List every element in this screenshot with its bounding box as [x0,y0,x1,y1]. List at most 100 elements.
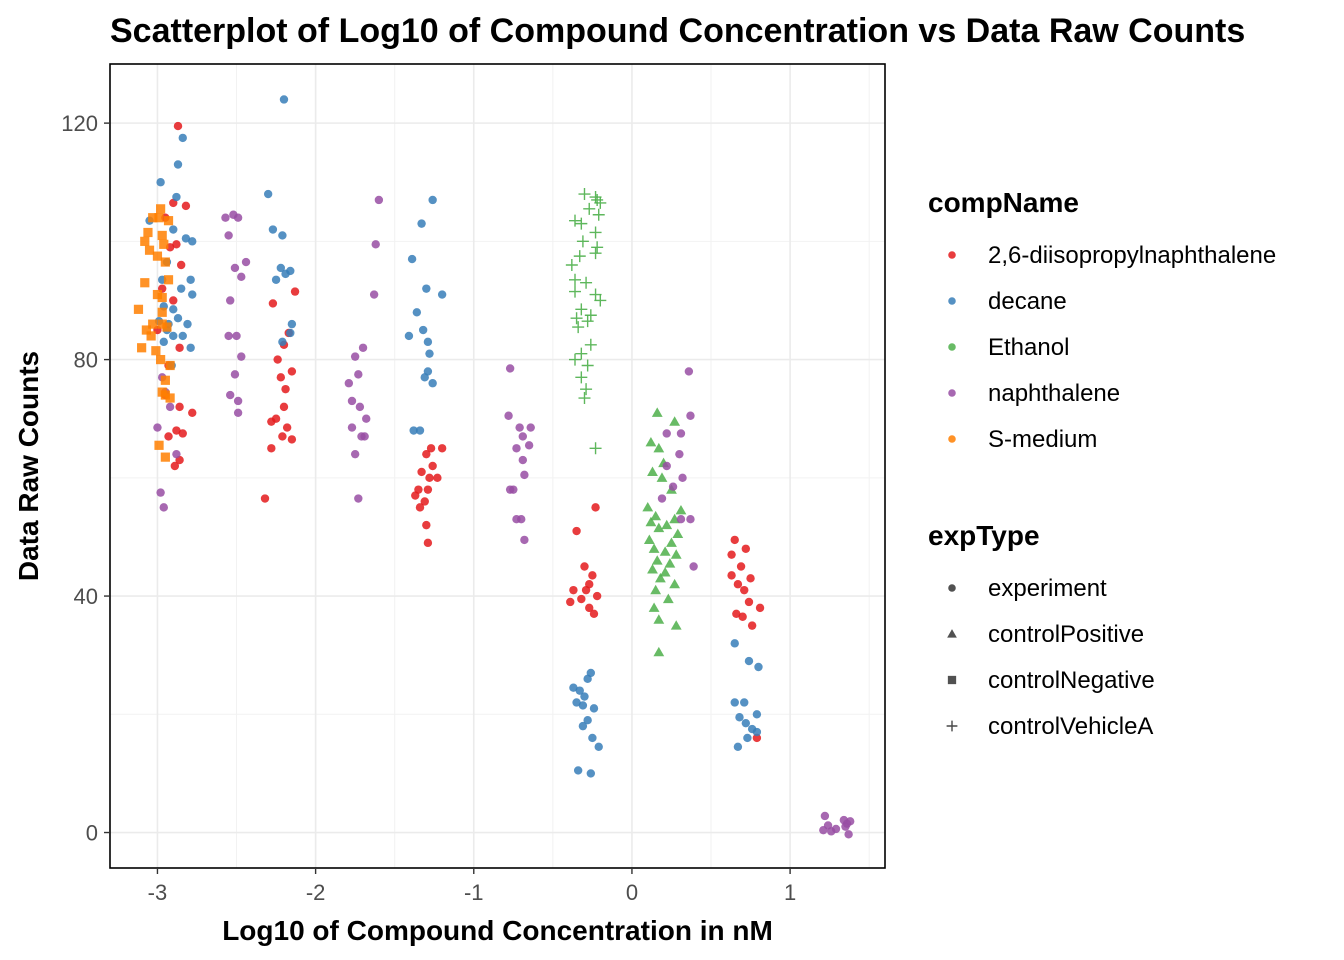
data-point [163,275,174,285]
data-point [678,473,687,483]
data-point [278,432,287,441]
data-point [415,503,425,512]
data-point [411,491,420,500]
data-point [226,296,235,305]
data-point [505,485,515,494]
data-point [230,263,240,273]
legend-key [948,584,956,592]
data-point [175,402,184,412]
data-point [268,299,278,308]
data-point [409,426,418,435]
data-point [653,522,665,533]
data-point [670,549,682,559]
x-tick-label: -1 [464,880,484,905]
data-point [273,355,282,364]
data-point [404,331,414,341]
data-point [276,373,286,382]
data-point [260,494,270,503]
legend-title: compName [928,187,1079,218]
data-point [175,343,184,352]
data-point [819,825,828,835]
data-point [156,354,166,365]
legend-key [948,435,956,443]
data-point [188,290,197,299]
data-point [347,423,357,432]
data-point [176,260,186,270]
data-point [831,824,841,834]
data-point [578,721,588,731]
data-point [586,769,596,778]
data-point [357,432,366,441]
data-point [281,269,290,279]
data-point [518,432,528,441]
data-point [420,497,429,506]
data-point [589,704,599,713]
data-point [589,288,602,301]
data-point [425,349,434,358]
legend-label: controlNegative [988,667,1155,694]
data-point [662,429,671,438]
data-point [422,520,431,530]
data-point [569,683,578,692]
data-point [358,343,368,352]
data-point [589,609,599,618]
data-point [172,449,181,459]
x-tick-label: -3 [148,880,168,905]
data-point [162,322,172,332]
data-point [575,217,588,230]
legend-label: controlVehicleA [988,713,1153,740]
data-point [512,444,521,453]
data-point [428,195,437,205]
data-point [417,467,426,477]
data-point [744,656,754,666]
data-point [164,432,173,441]
data-point [437,290,447,299]
data-point [350,352,360,361]
data-point [172,426,181,435]
data-point [233,396,243,406]
data-point [156,178,165,187]
data-point [675,449,684,459]
data-point [287,435,297,444]
data-point [433,473,442,483]
legend-label: experiment [988,575,1107,602]
legend-key [948,389,956,397]
data-point [173,314,183,323]
data-point [820,811,830,821]
data-point [524,441,534,450]
data-point [647,466,658,476]
data-point [589,226,602,239]
data-point [151,346,161,356]
data-point [686,411,695,420]
data-point [669,578,681,589]
data-point [354,370,363,379]
data-point [588,733,597,743]
data-point [140,278,150,288]
data-point [281,384,290,394]
data-point [746,574,755,583]
data-point [420,373,429,382]
data-point [730,698,739,707]
data-point [224,331,233,341]
data-point [653,646,665,657]
data-point [650,584,662,595]
data-point [278,337,287,347]
data-point [152,251,163,261]
data-point [422,284,431,293]
data-point [645,436,657,447]
data-point [148,213,158,223]
data-point [526,423,535,432]
data-point [645,516,657,527]
data-point [584,338,597,351]
data-point [755,603,765,613]
data-point [684,367,694,376]
data-point [666,537,677,547]
data-point [592,208,605,221]
data-point [656,472,668,482]
data-point [154,440,164,450]
data-point [580,692,589,701]
data-point [157,292,167,303]
x-tick-label: 0 [626,880,638,905]
legend-label: naphthalene [988,380,1120,407]
